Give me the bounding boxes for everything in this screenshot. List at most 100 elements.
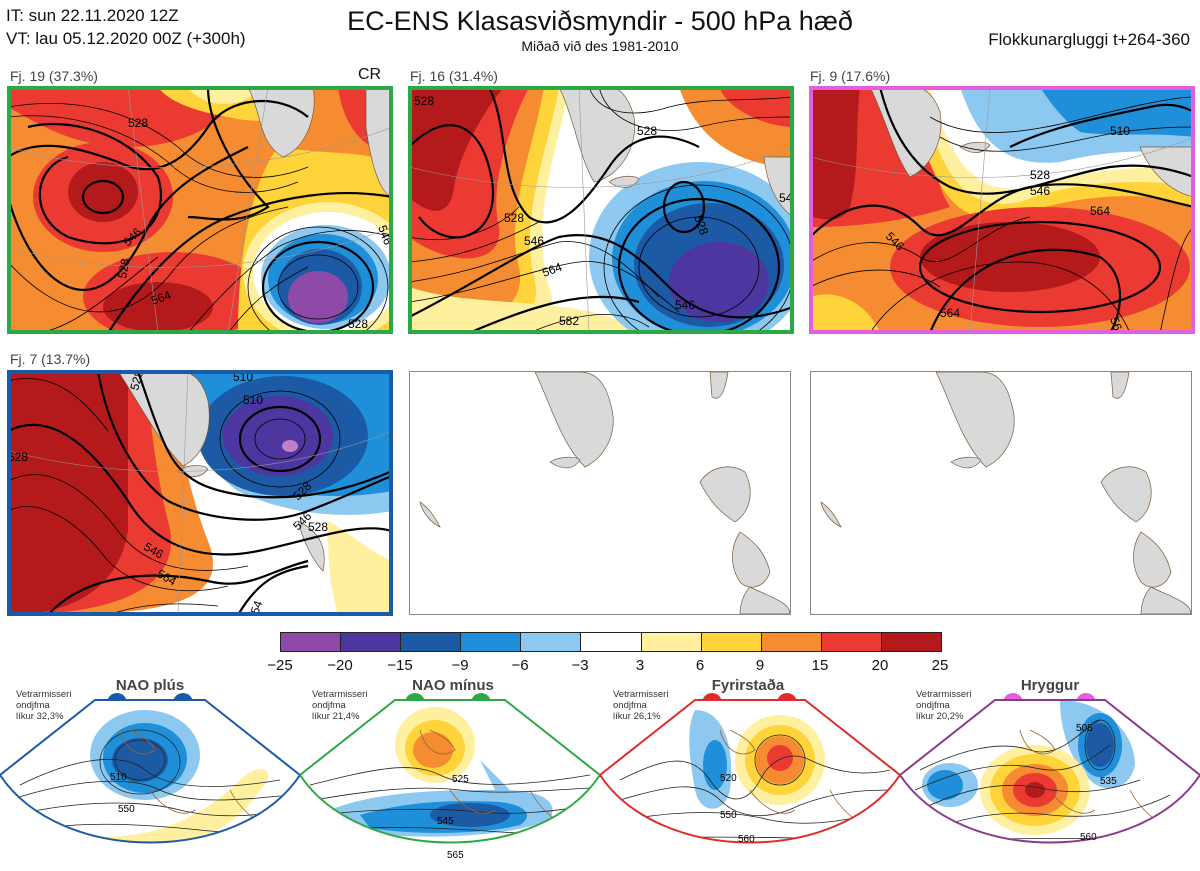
colorbar-swatch — [341, 633, 402, 651]
page-subtitle: Miðað við des 1981-2010 — [521, 38, 679, 54]
contour-label: 545 — [437, 816, 454, 827]
cluster-map-2: 528 528 528 546 564 582 546 546 528 — [409, 87, 793, 333]
regime-note-line: ondjfma — [312, 700, 346, 711]
regime-note-line: ondjfma — [613, 700, 647, 711]
colorbar-tick: 15 — [811, 657, 829, 674]
cluster-map-4: 510 510 528 528 546 564 546 528 528 54 — [8, 371, 392, 615]
contour-label: 564 — [940, 306, 960, 320]
contour-label: 528 — [127, 371, 146, 392]
contour-label: 528 — [414, 94, 434, 108]
regime-note-line: ondjfma — [916, 700, 950, 711]
colorbar-tick: 3 — [635, 657, 645, 674]
panel-1-tag: CR — [358, 66, 382, 83]
colorbar-swatch — [641, 633, 702, 651]
regime-4-title: Hryggur — [1020, 677, 1080, 694]
contour-label: 564 — [1090, 204, 1110, 218]
contour-label: 535 — [1100, 776, 1117, 787]
regime-note-line: Vetrarmisseri — [916, 689, 972, 700]
regime-3-note: Vetrarmisseri ondjfma líkur 26,1% — [613, 689, 668, 722]
colorbar-tick: 6 — [695, 657, 705, 674]
panel-3-label: Fj. 9 (17.6%) — [810, 68, 891, 84]
contour-label: 582 — [559, 314, 579, 328]
panel-1-label: Fj. 19 (37.3%) — [10, 68, 98, 84]
panel-2-label: Fj. 16 (31.4%) — [410, 68, 498, 84]
contour-label: 546 — [675, 298, 695, 312]
page-title: EC-ENS Klasasviðsmyndir - 500 hPa hæð — [347, 6, 853, 36]
regime-2-title: NAO mínus — [412, 677, 494, 694]
contour-label: 528 — [8, 450, 28, 464]
colorbar-swatch — [881, 633, 942, 651]
colorbar-tick: −6 — [511, 657, 529, 674]
contour-label: 528 — [691, 213, 711, 237]
contour-label: 528 — [128, 116, 148, 130]
contour-label: 505 — [1076, 723, 1093, 734]
regime-1-map: 510 550 — [0, 699, 300, 844]
regime-4-note: Vetrarmisseri ondjfma líkur 20,2% — [916, 689, 971, 722]
initial-time: IT: sun 22.11.2020 12Z — [6, 6, 179, 25]
empty-map-6 — [810, 371, 1192, 615]
colorbar-tick: −15 — [387, 657, 413, 674]
colorbar-tick: −25 — [267, 657, 293, 674]
cluster-map-3: 510 528 546 564 546 564 56 — [810, 87, 1194, 333]
colorbar-swatch — [581, 633, 642, 651]
anomaly-colorbar — [280, 632, 942, 652]
contour-label: 546 — [779, 191, 793, 205]
contour-label: 56 — [1107, 315, 1125, 333]
regime-2-map: 525 545 565 — [300, 699, 600, 861]
contour-label: 54 — [248, 598, 266, 615]
contour-label: 520 — [720, 773, 737, 784]
contour-label: 510 — [243, 393, 263, 407]
colorbar-swatch — [821, 633, 882, 651]
colorbar-tick: −3 — [571, 657, 589, 674]
classification-window: Flokkunargluggi t+264-360 — [988, 30, 1190, 49]
contour-label: 550 — [720, 810, 737, 821]
cluster-frame-4 — [7, 370, 393, 616]
contour-label: 560 — [1080, 832, 1097, 843]
regime-note-line: líkur 20,2% — [916, 711, 964, 722]
colorbar-tick: 20 — [871, 657, 889, 674]
header-timestamps: IT: sun 22.11.2020 12Z VT: lau 05.12.202… — [6, 4, 246, 50]
colorbar-tick: 25 — [931, 657, 949, 674]
contour-label: 560 — [738, 834, 755, 845]
cluster-frame-3 — [809, 86, 1195, 334]
contour-label: 546 — [524, 234, 544, 248]
regime-note-line: líkur 21,4% — [312, 711, 360, 722]
contour-label: 525 — [452, 774, 469, 785]
cluster-frame-1 — [7, 86, 393, 334]
contour-label: 528 — [348, 317, 368, 331]
colorbar-swatch — [761, 633, 822, 651]
regime-note-line: Vetrarmisseri — [613, 689, 669, 700]
contour-label: 564 — [540, 260, 564, 280]
contour-label: 528 — [115, 257, 132, 279]
regime-note-line: líkur 32,3% — [16, 711, 64, 722]
regime-4-map: 505 535 560 — [900, 699, 1200, 844]
contour-label: 528 — [504, 211, 524, 225]
colorbar-swatch — [461, 633, 522, 651]
contour-label: 550 — [118, 804, 135, 815]
contour-label: 528 — [637, 124, 657, 138]
contour-label: 546 — [1030, 184, 1050, 198]
contour-label: 510 — [1110, 124, 1130, 138]
cluster-frame-2 — [408, 86, 794, 334]
regime-1-note: Vetrarmisseri ondjfma líkur 32,3% — [16, 689, 71, 722]
empty-map-5 — [409, 371, 791, 615]
colorbar-swatch — [281, 633, 342, 651]
contour-label: 564 — [149, 288, 173, 308]
contour-label: 510 — [233, 371, 253, 384]
colorbar-swatch — [701, 633, 762, 651]
colorbar-swatch — [401, 633, 462, 651]
colorbar-tick: −9 — [451, 657, 469, 674]
regime-3-title: Fyrirstaða — [711, 677, 785, 694]
regime-note-line: líkur 26,1% — [613, 711, 661, 722]
regime-note-line: Vetrarmisseri — [16, 689, 72, 700]
regime-note-line: ondjfma — [16, 700, 50, 711]
colorbar-tick: 9 — [755, 657, 765, 674]
cluster-map-1: 528 528 546 564 528 546 — [8, 87, 392, 333]
contour-label: 528 — [308, 520, 328, 534]
regime-3-map: 520 550 560 — [600, 699, 900, 845]
contour-label: 528 — [1030, 168, 1050, 182]
contour-label: 565 — [447, 850, 464, 861]
regime-1-title: NAO plús — [115, 677, 185, 694]
valid-time: VT: lau 05.12.2020 00Z (+300h) — [6, 29, 246, 48]
colorbar-tick: −20 — [327, 657, 353, 674]
